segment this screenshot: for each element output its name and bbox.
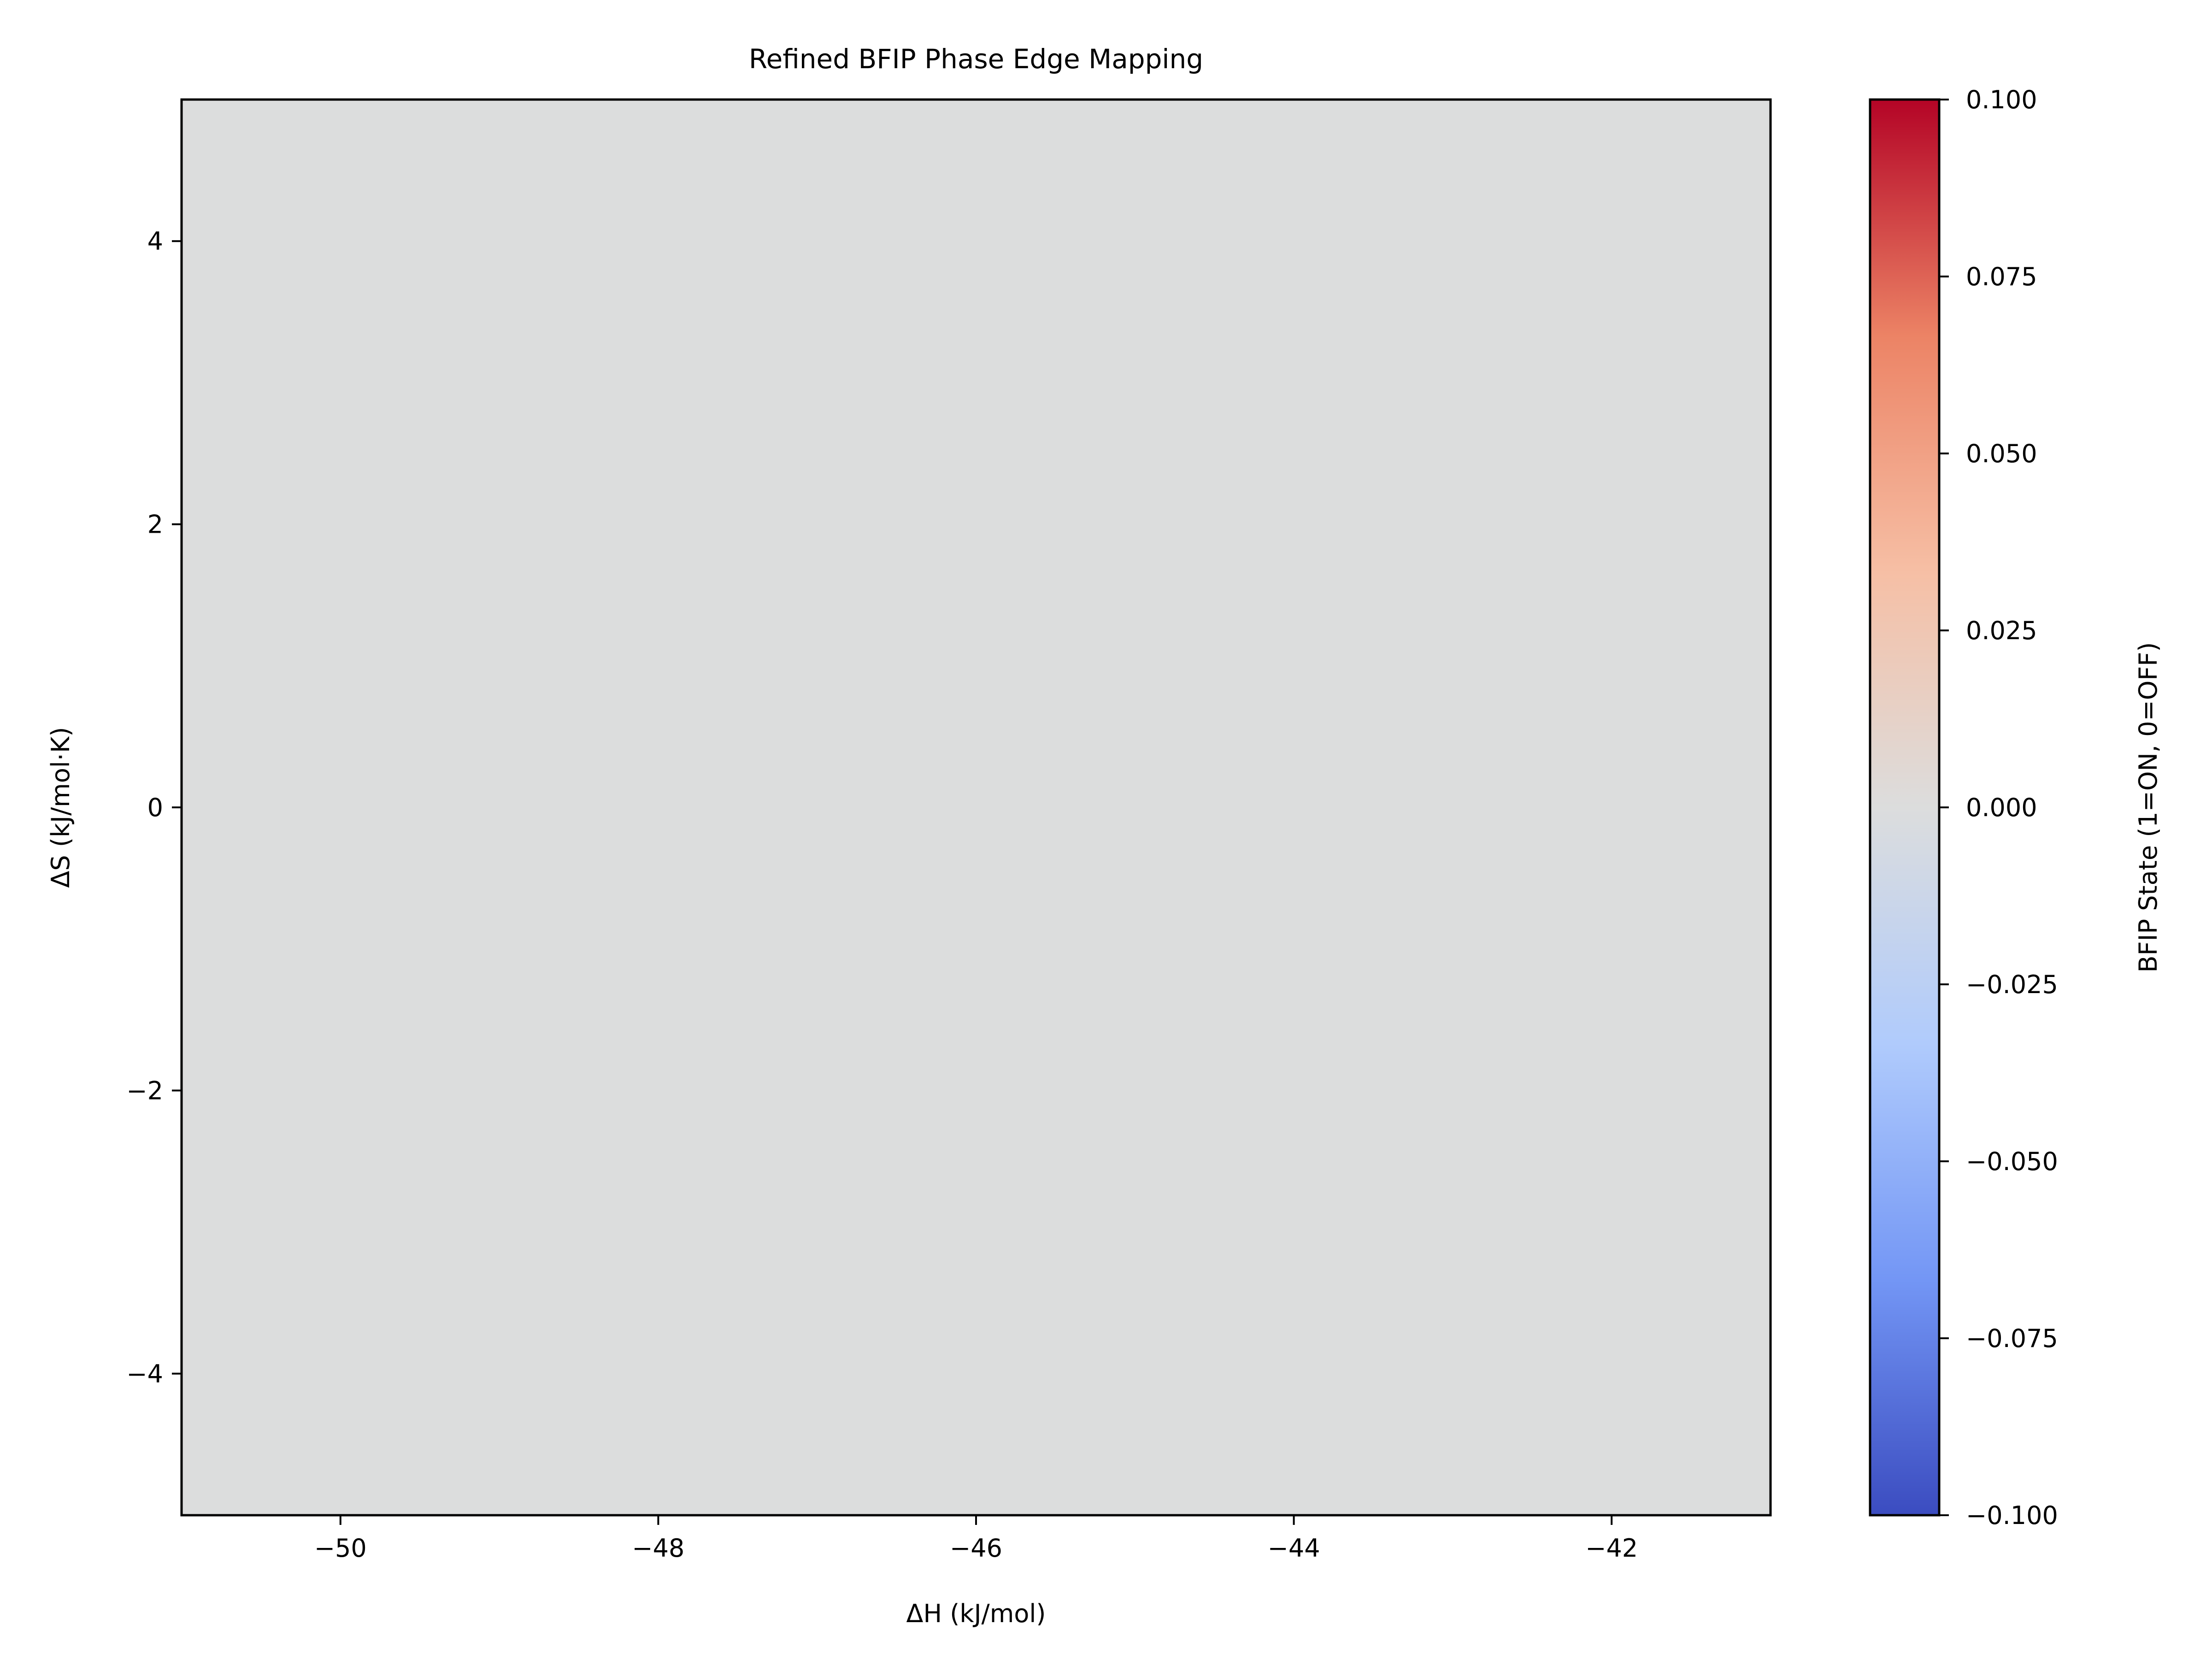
x-axis: −50 −48 −46 −44 −42 bbox=[314, 1515, 1638, 1563]
colorbar: 0.100 0.075 0.050 0.025 0.000 −0.025 −0.050 −0.… bbox=[1869, 85, 2163, 1530]
colorbar-tick-label: −0.100 bbox=[1966, 1501, 2058, 1530]
colorbar-tick-label: −0.025 bbox=[1966, 970, 2058, 999]
x-tick-label: −44 bbox=[1268, 1534, 1320, 1563]
y-axis-label: ΔS (kJ/mol·K) bbox=[46, 727, 75, 888]
y-tick-label: −4 bbox=[126, 1359, 163, 1388]
colorbar-tick-label: 0.000 bbox=[1966, 793, 2037, 822]
x-axis-label: ΔH (kJ/mol) bbox=[906, 1599, 1046, 1628]
x-tick-label: −46 bbox=[950, 1534, 1002, 1563]
plot-area bbox=[180, 98, 1772, 1517]
heatmap-field bbox=[182, 100, 1771, 1515]
x-tick-label: −50 bbox=[314, 1534, 367, 1563]
colorbar-tick-label: −0.050 bbox=[1966, 1147, 2058, 1176]
x-tick-label: −48 bbox=[632, 1534, 684, 1563]
colorbar-tick-label: 0.050 bbox=[1966, 439, 2037, 468]
colorbar-ticks: 0.100 0.075 0.050 0.025 0.000 −0.025 −0.050 −0.… bbox=[1939, 85, 2058, 1530]
y-tick-label: 2 bbox=[147, 510, 163, 539]
y-axis: −4 −2 0 2 4 bbox=[126, 227, 182, 1388]
y-tick-label: 4 bbox=[147, 227, 163, 256]
y-tick-label: 0 bbox=[147, 793, 163, 822]
colorbar-tick-label: 0.100 bbox=[1966, 85, 2037, 114]
colorbar-gradient bbox=[1870, 100, 1939, 1515]
colorbar-tick-label: −0.075 bbox=[1966, 1324, 2058, 1353]
x-tick-label: −42 bbox=[1585, 1534, 1638, 1563]
y-tick-label: −2 bbox=[126, 1076, 163, 1105]
chart-title: Refined BFIP Phase Edge Mapping bbox=[749, 43, 1203, 75]
colorbar-label: BFIP State (1=ON, 0=OFF) bbox=[2134, 642, 2163, 972]
colorbar-tick-label: 0.075 bbox=[1966, 262, 2037, 291]
colorbar-tick-label: 0.025 bbox=[1966, 616, 2037, 645]
